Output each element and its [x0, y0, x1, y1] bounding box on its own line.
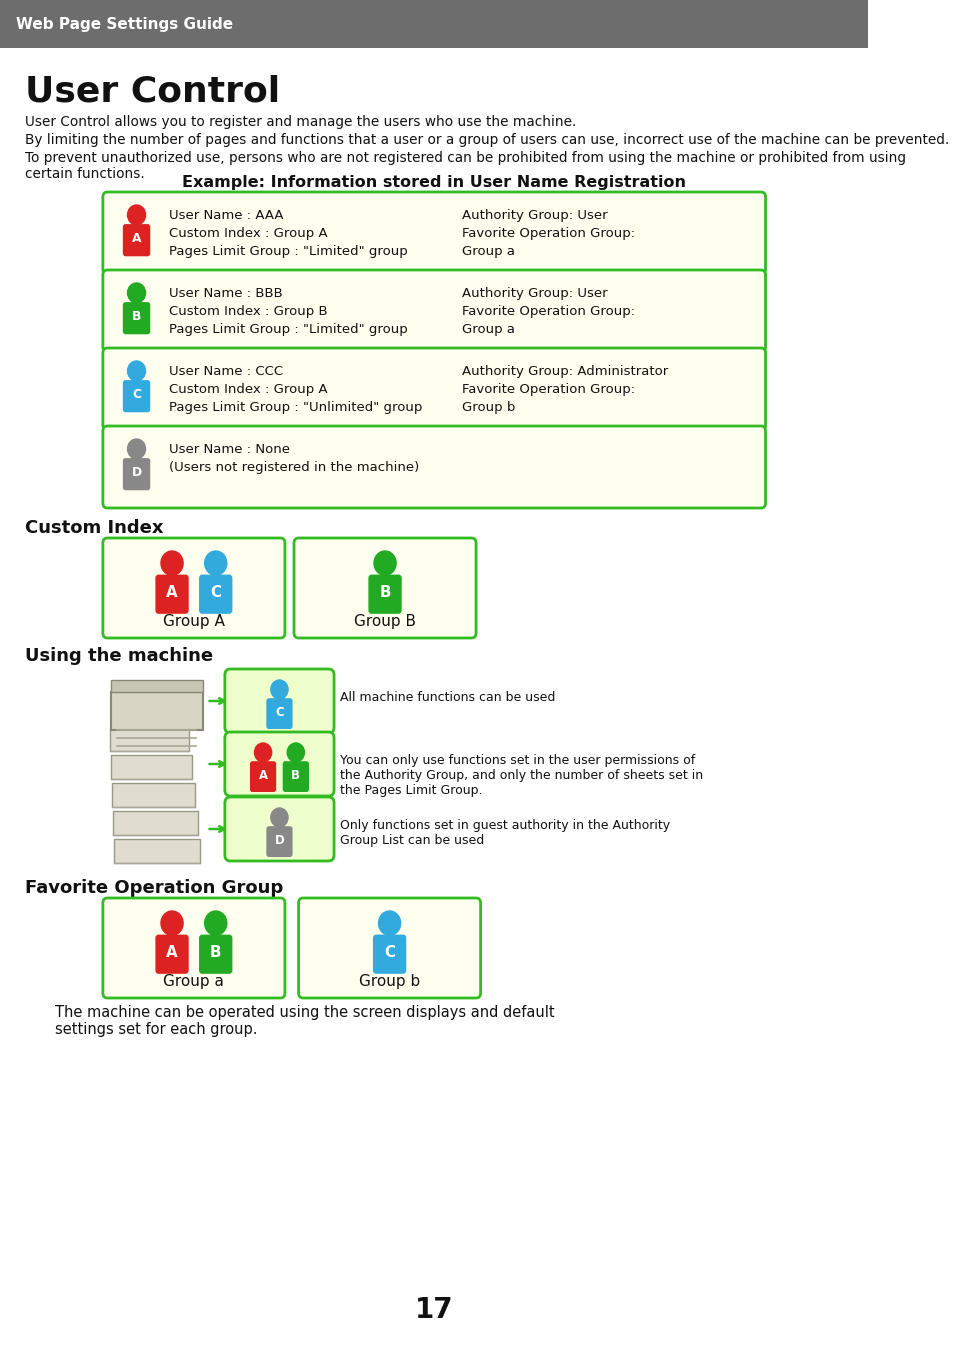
FancyBboxPatch shape [251, 761, 275, 791]
Text: B: B [379, 585, 391, 601]
Text: To prevent unauthorized use, persons who are not registered can be prohibited fr: To prevent unauthorized use, persons who… [26, 151, 905, 181]
FancyBboxPatch shape [112, 811, 197, 836]
FancyBboxPatch shape [123, 459, 150, 490]
Text: Group a: Group a [462, 244, 515, 258]
Text: Authority Group: User: Authority Group: User [462, 209, 607, 221]
Text: Favorite Operation Group:: Favorite Operation Group: [462, 383, 635, 396]
FancyBboxPatch shape [103, 898, 285, 998]
Text: The machine can be operated using the screen displays and default
settings set f: The machine can be operated using the sc… [54, 1004, 554, 1037]
Circle shape [271, 680, 288, 699]
FancyBboxPatch shape [111, 693, 203, 730]
FancyBboxPatch shape [374, 936, 405, 973]
Text: User Control: User Control [26, 76, 280, 109]
Text: A: A [166, 585, 177, 601]
Text: B: B [132, 310, 141, 324]
FancyBboxPatch shape [225, 796, 334, 861]
Text: User Name : AAA: User Name : AAA [169, 209, 283, 221]
Text: By limiting the number of pages and functions that a user or a group of users ca: By limiting the number of pages and func… [26, 134, 949, 147]
FancyBboxPatch shape [225, 732, 334, 796]
Text: Pages Limit Group : "Limited" group: Pages Limit Group : "Limited" group [169, 323, 408, 336]
Text: Favorite Operation Group:: Favorite Operation Group: [462, 305, 635, 319]
FancyBboxPatch shape [369, 575, 400, 613]
Text: Pages Limit Group : "Unlimited" group: Pages Limit Group : "Unlimited" group [169, 401, 422, 414]
Text: Only functions set in guest authority in the Authority
Group List can be used: Only functions set in guest authority in… [339, 819, 669, 846]
FancyBboxPatch shape [112, 783, 194, 807]
Circle shape [161, 911, 183, 936]
Text: Group A: Group A [163, 614, 225, 629]
FancyBboxPatch shape [199, 936, 232, 973]
Circle shape [378, 911, 400, 936]
Circle shape [287, 743, 304, 761]
Circle shape [374, 551, 395, 575]
Circle shape [128, 205, 146, 225]
Text: Authority Group: Administrator: Authority Group: Administrator [462, 364, 668, 378]
Circle shape [128, 284, 146, 302]
FancyBboxPatch shape [225, 670, 334, 733]
FancyBboxPatch shape [156, 575, 188, 613]
Text: Using the machine: Using the machine [26, 647, 213, 666]
FancyBboxPatch shape [113, 838, 200, 863]
Text: C: C [132, 389, 141, 401]
Text: Authority Group: User: Authority Group: User [462, 288, 607, 300]
Text: 17: 17 [415, 1296, 453, 1324]
Text: A: A [132, 232, 141, 246]
FancyBboxPatch shape [111, 755, 192, 779]
FancyBboxPatch shape [283, 761, 308, 791]
Text: Favorite Operation Group:: Favorite Operation Group: [462, 227, 635, 240]
FancyBboxPatch shape [110, 728, 189, 751]
Text: User Control allows you to register and manage the users who use the machine.: User Control allows you to register and … [26, 115, 577, 130]
FancyBboxPatch shape [123, 381, 150, 412]
FancyBboxPatch shape [103, 427, 764, 508]
Text: User Name : BBB: User Name : BBB [169, 288, 283, 300]
Text: Group b: Group b [358, 973, 419, 990]
Text: D: D [132, 466, 141, 479]
Text: C: C [210, 585, 221, 601]
Text: You can only use functions set in the user permissions of
the Authority Group, a: You can only use functions set in the us… [339, 755, 702, 796]
FancyBboxPatch shape [156, 936, 188, 973]
Circle shape [271, 809, 288, 828]
Text: Custom Index : Group A: Custom Index : Group A [169, 383, 328, 396]
Text: User Name : None: User Name : None [169, 443, 290, 456]
Text: B: B [291, 769, 300, 782]
Circle shape [161, 551, 183, 575]
Text: Pages Limit Group : "Limited" group: Pages Limit Group : "Limited" group [169, 244, 408, 258]
Text: Favorite Operation Group: Favorite Operation Group [26, 879, 283, 896]
FancyBboxPatch shape [294, 539, 476, 639]
Circle shape [128, 439, 146, 459]
FancyBboxPatch shape [0, 0, 867, 49]
FancyBboxPatch shape [103, 192, 764, 274]
FancyBboxPatch shape [111, 680, 203, 693]
FancyBboxPatch shape [267, 828, 292, 856]
Text: Group b: Group b [462, 401, 516, 414]
Circle shape [128, 360, 146, 381]
Circle shape [205, 911, 227, 936]
Text: D: D [274, 834, 284, 846]
Text: (Users not registered in the machine): (Users not registered in the machine) [169, 460, 419, 474]
Text: Web Page Settings Guide: Web Page Settings Guide [16, 16, 233, 31]
Text: Custom Index: Custom Index [26, 518, 164, 537]
FancyBboxPatch shape [123, 225, 150, 255]
FancyBboxPatch shape [123, 302, 150, 333]
Text: Group B: Group B [354, 614, 416, 629]
Text: Example: Information stored in User Name Registration: Example: Information stored in User Name… [182, 176, 685, 190]
Text: Custom Index : Group B: Custom Index : Group B [169, 305, 328, 319]
FancyBboxPatch shape [103, 539, 285, 639]
FancyBboxPatch shape [103, 270, 764, 352]
Text: Group a: Group a [163, 973, 224, 990]
FancyBboxPatch shape [267, 699, 292, 728]
Text: B: B [210, 945, 221, 960]
Text: A: A [258, 769, 267, 782]
Circle shape [254, 743, 272, 761]
Text: Custom Index : Group A: Custom Index : Group A [169, 227, 328, 240]
Text: A: A [166, 945, 177, 960]
FancyBboxPatch shape [199, 575, 232, 613]
Text: All machine functions can be used: All machine functions can be used [339, 691, 555, 703]
Text: C: C [384, 945, 395, 960]
Text: Group a: Group a [462, 323, 515, 336]
FancyBboxPatch shape [103, 348, 764, 431]
Circle shape [205, 551, 227, 575]
Text: User Name : CCC: User Name : CCC [169, 364, 283, 378]
FancyBboxPatch shape [298, 898, 480, 998]
Text: C: C [274, 706, 283, 718]
